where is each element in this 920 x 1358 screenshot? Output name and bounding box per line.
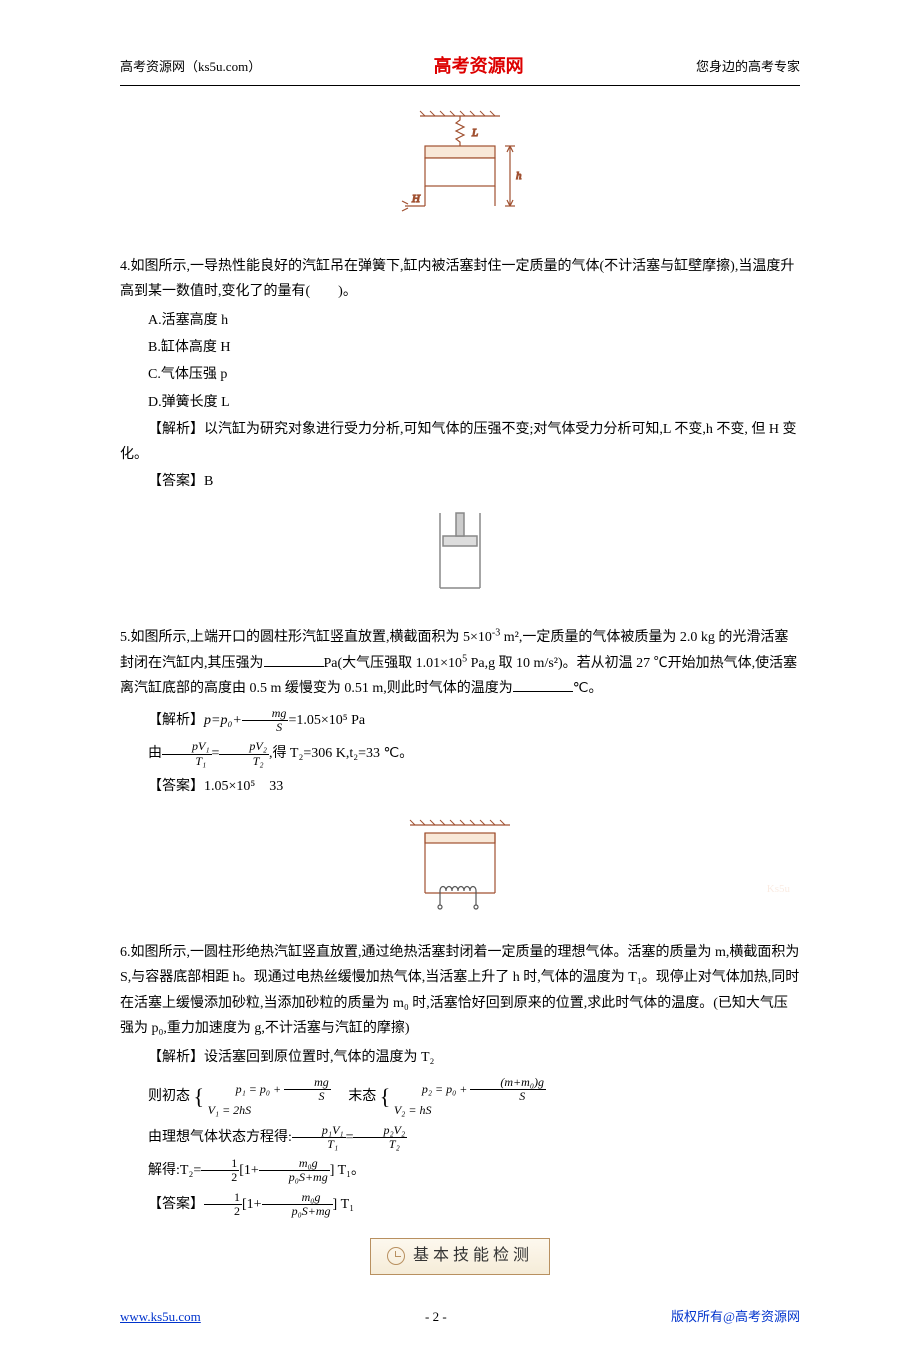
header-right: 您身边的高考专家 xyxy=(696,55,800,78)
figure-q6 xyxy=(120,813,800,922)
q5-stem: 5.如图所示,上端开口的圆柱形汽缸竖直放置,横截面积为 5×10-3 m²,一定… xyxy=(120,625,800,701)
q6-stem: 6.如图所示,一圆柱形绝热汽缸竖直放置,通过绝热活塞封闭着一定质量的理想气体。活… xyxy=(120,940,800,1041)
question-4: 4.如图所示,一导热性能良好的汽缸吊在弹簧下,缸内被活塞封住一定质量的气体(不计… xyxy=(120,254,800,495)
q6-answer: 【答案】12[1+m₀gp₀S+mg] T₁ xyxy=(120,1191,800,1218)
q6-states: 则初态 { p₁ = p₀ + mgS V₁ = 2hS 末态 { p₂ = p… xyxy=(120,1076,800,1118)
footer-copyright: 版权所有@高考资源网 xyxy=(671,1305,800,1328)
q4-opt-b: B.缸体高度 H xyxy=(120,335,800,360)
q6-analysis: 【解析】设活塞回到原位置时,气体的温度为 T₂ xyxy=(120,1045,800,1070)
q4-opt-d: D.弹簧长度 L xyxy=(120,390,800,415)
question-6: 6.如图所示,一圆柱形绝热汽缸竖直放置,通过绝热活塞封闭着一定质量的理想气体。活… xyxy=(120,940,800,1218)
page-header: 高考资源网（ks5u.com） 高考资源网 您身边的高考专家 xyxy=(120,50,800,86)
question-5: 5.如图所示,上端开口的圆柱形汽缸竖直放置,横截面积为 5×10-3 m²,一定… xyxy=(120,625,800,799)
svg-text:H: H xyxy=(411,193,421,205)
footer-url[interactable]: www.ks5u.com xyxy=(120,1305,201,1328)
figure-q5 xyxy=(120,508,800,607)
q4-answer: 【答案】B xyxy=(120,469,800,494)
section-banner: 基本技能检测 xyxy=(120,1238,800,1275)
q5-formula-1: 【解析】p=p₀+mgS=1.05×10⁵ Pa xyxy=(120,707,800,734)
q4-opt-c: C.气体压强 p xyxy=(120,362,800,387)
figure-q4: H h L xyxy=(120,106,800,235)
q6-equation: 由理想气体状态方程得:p₁V₁T₁=p₂V₂T₂ xyxy=(120,1124,800,1151)
q4-analysis: 【解析】以汽缸为研究对象进行受力分析,可知气体的压强不变;对气体受力分析可知,L… xyxy=(120,417,800,467)
svg-text:L: L xyxy=(471,127,478,139)
q6-solve: 解得:T₂=12[1+m₀gp₀S+mg] T₁。 xyxy=(120,1157,800,1184)
q5-formula-2: 由pV₁T₁=pV₂T₂,得 T₂=306 K,t₂=33 ℃。 xyxy=(120,740,800,767)
q5-answer: 【答案】1.05×10⁵ 33 xyxy=(120,774,800,799)
banner-text: 基本技能检测 xyxy=(413,1242,533,1271)
q4-opt-a: A.活塞高度 h xyxy=(120,308,800,333)
header-center-logo: 高考资源网 xyxy=(434,50,524,82)
footer-page-num: - 2 - xyxy=(425,1305,447,1328)
header-left: 高考资源网（ks5u.com） xyxy=(120,55,261,78)
svg-text:h: h xyxy=(516,170,522,182)
q4-stem: 4.如图所示,一导热性能良好的汽缸吊在弹簧下,缸内被活塞封住一定质量的气体(不计… xyxy=(120,254,800,304)
clock-icon xyxy=(387,1247,405,1265)
page-footer: www.ks5u.com - 2 - 版权所有@高考资源网 xyxy=(120,1305,800,1328)
